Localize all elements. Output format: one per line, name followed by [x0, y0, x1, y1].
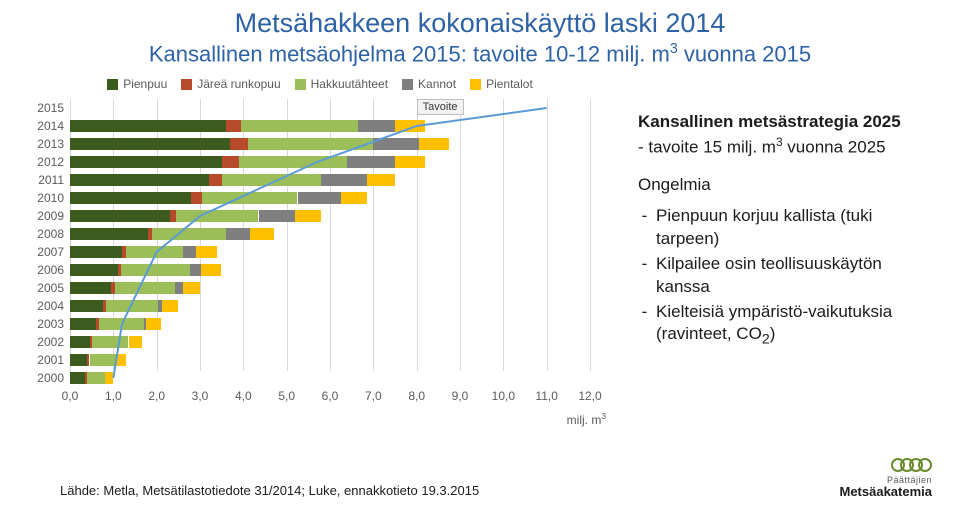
y-label: 2000: [30, 369, 70, 387]
legend-label: Järeä runkopuu: [197, 77, 280, 91]
problems-list: Pienpuun korjuu kallista (tuki tarpeen)K…: [652, 205, 930, 350]
x-tick-label: 4,0: [235, 389, 252, 403]
y-label: 2009: [30, 207, 70, 225]
legend-swatch: [402, 79, 413, 90]
legend-label: Pienpuu: [123, 77, 167, 91]
legend-swatch: [181, 79, 192, 90]
x-axis-labels: 0,01,02,03,04,05,06,07,08,09,010,011,012…: [70, 387, 590, 407]
legend-item: Järeä runkopuu: [181, 77, 280, 91]
problems-heading: Ongelmia: [638, 174, 930, 197]
problem-item: Pienpuun korjuu kallista (tuki tarpeen): [652, 205, 930, 251]
legend-item: Pientalot: [470, 77, 533, 91]
x-tick-label: 10,0: [492, 389, 515, 403]
source-citation: Lähde: Metla, Metsätilastotiedote 31/201…: [60, 483, 479, 498]
side-text-panel: Kansallinen metsästrategia 2025 - tavoit…: [610, 77, 930, 427]
y-label: 2001: [30, 351, 70, 369]
y-label: 2010: [30, 189, 70, 207]
legend-item: Hakkuutähteet: [295, 77, 388, 91]
problem-item: Kilpailee osin teollisuuskäytön kanssa: [652, 253, 930, 299]
legend-label: Kannot: [418, 77, 456, 91]
plot-wrap: 2015201420132012201120102009200820072006…: [30, 99, 610, 387]
chart-area: Pienpuu Järeä runkopuu Hakkuutähteet Kannot…: [30, 77, 610, 427]
logo-brand-text: Metsäakatemia: [840, 485, 933, 498]
strategy-heading: Kansallinen metsästrategia 2025: [638, 111, 930, 134]
y-label: 2008: [30, 225, 70, 243]
title-main: Metsähakkeen kokonaiskäyttö laski 2014: [0, 8, 960, 39]
y-label: 2015: [30, 99, 70, 117]
y-label: 2004: [30, 297, 70, 315]
x-tick-label: 1,0: [105, 389, 122, 403]
x-tick-label: 2,0: [148, 389, 165, 403]
x-tick-label: 6,0: [322, 389, 339, 403]
legend-item: Pienpuu: [107, 77, 167, 91]
grid-line: [590, 99, 591, 371]
title-subtitle: Kansallinen metsäohjelma 2015: tavoite 1…: [0, 41, 960, 67]
x-tick-label: 3,0: [192, 389, 209, 403]
footer-logo: Päättäjien Metsäakatemia: [840, 458, 933, 498]
title-block: Metsähakkeen kokonaiskäyttö laski 2014 K…: [0, 0, 960, 67]
y-label: 2014: [30, 117, 70, 135]
x-tick-label: 12,0: [578, 389, 601, 403]
logo-rings-icon: [891, 458, 932, 472]
problem-item: Kielteisiä ympäristö-vaikutuksia (ravint…: [652, 301, 930, 350]
x-tick-label: 11,0: [535, 389, 557, 403]
y-label: 2003: [30, 315, 70, 333]
x-tick-label: 0,0: [62, 389, 79, 403]
x-tick-label: 9,0: [452, 389, 469, 403]
legend-item: Kannot: [402, 77, 456, 91]
y-label: 2013: [30, 135, 70, 153]
legend-label: Pientalot: [486, 77, 533, 91]
y-label: 2011: [30, 171, 70, 189]
legend-swatch: [470, 79, 481, 90]
content-row: Pienpuu Järeä runkopuu Hakkuutähteet Kannot…: [0, 67, 960, 427]
y-label: 2002: [30, 333, 70, 351]
plot-region: Tavoite: [70, 99, 610, 387]
legend-label: Hakkuutähteet: [311, 77, 388, 91]
axis-unit-label: milj. m3: [30, 411, 610, 427]
legend-swatch: [295, 79, 306, 90]
y-label: 2007: [30, 243, 70, 261]
y-axis-labels: 2015201420132012201120102009200820072006…: [30, 99, 70, 387]
y-label: 2012: [30, 153, 70, 171]
y-label: 2006: [30, 261, 70, 279]
x-tick-label: 5,0: [278, 389, 295, 403]
chart-legend: Pienpuu Järeä runkopuu Hakkuutähteet Kannot…: [30, 77, 610, 91]
target-line: [70, 99, 590, 387]
y-label: 2005: [30, 279, 70, 297]
x-tick-label: 8,0: [408, 389, 425, 403]
x-tick-label: 7,0: [365, 389, 382, 403]
legend-swatch: [107, 79, 118, 90]
strategy-target: - tavoite 15 milj. m3 vuonna 2025: [638, 134, 930, 160]
